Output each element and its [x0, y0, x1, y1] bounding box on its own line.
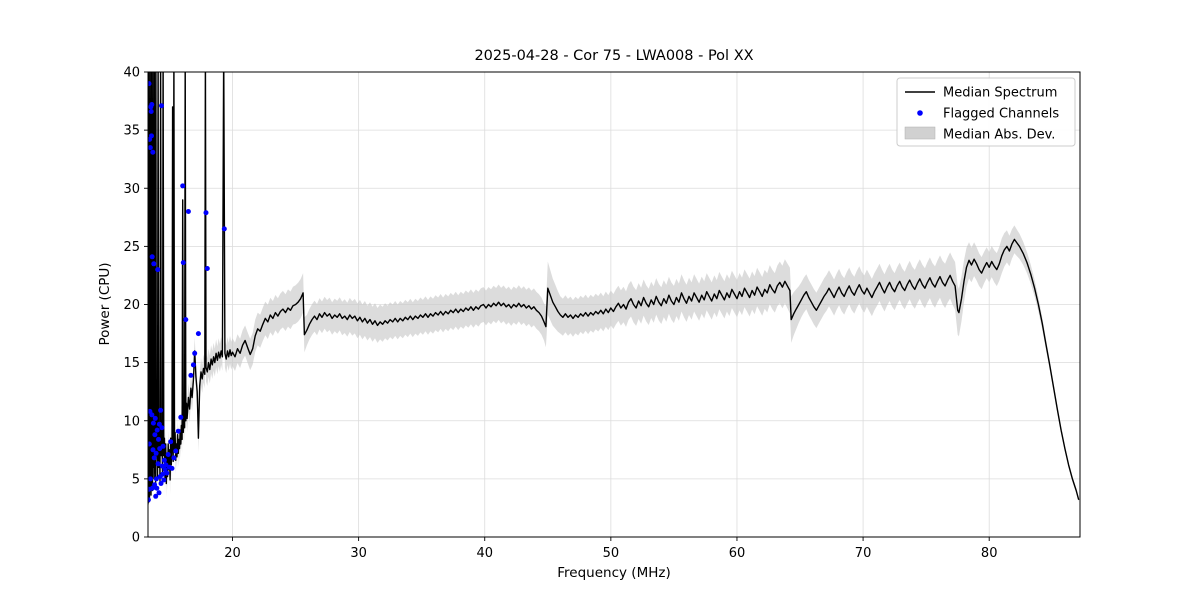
- legend-band-sample: [904, 126, 936, 140]
- x-axis-label: Frequency (MHz): [557, 565, 670, 581]
- flagged-channel-dot: [149, 102, 155, 107]
- flagged-channel-dot: [158, 481, 164, 486]
- flagged-channel-dot: [180, 260, 186, 266]
- flagged-channel-dot: [164, 470, 170, 476]
- flagged-channel-dot: [183, 317, 189, 323]
- flagged-channel-dot: [159, 103, 164, 109]
- y-tick-label: 5: [132, 472, 140, 487]
- flagged-channel-dot: [148, 145, 153, 151]
- legend-label-median-abs-dev: Median Abs. Dev.: [943, 128, 1055, 143]
- flagged-channel-dot: [159, 425, 165, 431]
- y-tick-label: 25: [123, 240, 140, 255]
- flagged-channel-dot: [150, 447, 156, 453]
- flagged-channel-dot: [160, 471, 166, 477]
- y-tick-label: 20: [123, 298, 140, 313]
- flagged-channel-dot: [155, 461, 161, 467]
- legend-label-flagged-channels: Flagged Channels: [943, 107, 1059, 122]
- flagged-channel-dot: [153, 493, 159, 499]
- x-tick-label: 30: [350, 546, 367, 561]
- flagged-channel-dot: [163, 462, 169, 468]
- median-spectrum-line: [148, 72, 1080, 505]
- legend-label-median-spectrum: Median Spectrum: [943, 86, 1057, 101]
- flagged-channel-dot: [160, 443, 166, 449]
- y-tick-label: 0: [132, 531, 140, 546]
- flagged-channel-dot: [152, 415, 158, 421]
- flagged-channel-dot: [165, 452, 171, 457]
- flagged-channel-dot: [149, 254, 155, 260]
- flagged-channel-dot: [150, 420, 156, 426]
- x-tick-label: 60: [729, 546, 746, 561]
- flagged-channel-dot: [169, 465, 175, 471]
- y-tick-label: 40: [123, 66, 140, 81]
- flagged-channel-dot: [148, 81, 152, 87]
- flagged-channel-dot: [158, 407, 164, 413]
- x-tick-label: 50: [603, 546, 620, 561]
- flagged-channel-dot: [154, 485, 160, 491]
- y-tick-label: 15: [123, 356, 140, 371]
- flagged-channel-dot: [151, 455, 157, 461]
- axis-tick-labels: 20 30 40 50 60 70 80 0 5 10 15 20 25 30 35 40: [123, 66, 997, 562]
- flagged-channel-dot: [154, 427, 160, 433]
- flagged-channel-dot: [171, 455, 177, 461]
- flagged-channel-dot: [203, 210, 209, 216]
- axis-ticks: [144, 71, 990, 541]
- median-abs-dev-band: [148, 72, 1079, 519]
- flagged-channel-dot: [152, 432, 158, 438]
- flagged-channel-dot: [180, 183, 186, 189]
- flagged-channel-dot: [156, 421, 162, 427]
- flagged-channel-dot: [153, 450, 159, 456]
- flagged-channel-dot: [156, 436, 161, 442]
- flagged-channel-dot: [192, 350, 198, 356]
- flagged-channel-dot: [148, 476, 153, 482]
- flagged-channel-dot: [153, 476, 159, 482]
- flagged-channel-dot: [148, 497, 151, 503]
- flagged-channel-dot: [156, 490, 162, 496]
- flagged-channel-dot: [175, 428, 181, 434]
- flagged-channel-dot: [190, 362, 196, 368]
- x-tick-label: 80: [981, 546, 998, 561]
- flagged-channel-dot: [168, 439, 174, 445]
- x-tick-label: 70: [855, 546, 872, 561]
- y-tick-label: 10: [123, 414, 140, 429]
- flagged-channel-dot: [148, 441, 152, 447]
- flagged-channel-dot: [149, 412, 155, 418]
- flagged-channel-dot: [173, 448, 179, 454]
- y-tick-label: 35: [123, 124, 140, 139]
- flagged-channels-markers: [148, 81, 227, 503]
- legend: Median Spectrum Flagged Channels Median …: [896, 77, 1076, 147]
- flagged-channel-dot: [188, 372, 194, 378]
- flagged-channel-dot: [161, 457, 167, 463]
- y-tick-label: 30: [123, 182, 140, 197]
- flagged-channel-dot: [204, 266, 210, 271]
- flagged-channel-dot: [161, 477, 167, 483]
- flagged-channel-dot: [150, 149, 156, 155]
- flagged-channel-dot: [149, 133, 154, 139]
- chart-title: 2025-04-28 - Cor 75 - LWA008 - Pol XX: [474, 48, 753, 64]
- x-tick-label: 40: [476, 546, 493, 561]
- y-axis-label: Power (CPU): [97, 262, 113, 345]
- flagged-channel-dot: [151, 261, 157, 267]
- flagged-channel-dot: [221, 226, 227, 232]
- flagged-channel-dot: [178, 414, 184, 420]
- legend-marker-sample: [917, 110, 923, 116]
- x-tick-label: 20: [224, 546, 241, 561]
- flagged-channel-dot: [185, 209, 191, 214]
- flagged-channel-dot: [195, 331, 201, 337]
- flagged-channel-dot: [148, 109, 154, 114]
- legend-box: [896, 77, 1076, 147]
- flagged-channel-dot: [155, 267, 161, 273]
